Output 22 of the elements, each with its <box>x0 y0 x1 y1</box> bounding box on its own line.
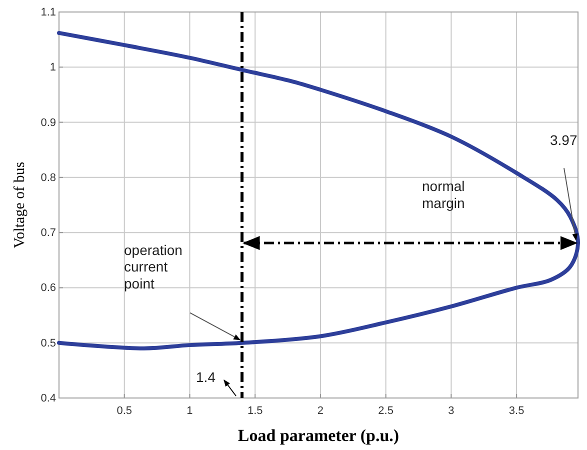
line-series <box>57 30 580 350</box>
x-tick-label: 2.5 <box>378 405 394 418</box>
y-tick-label: 0.4 <box>40 392 56 405</box>
annotation: operation current point <box>124 242 182 292</box>
y-tick-label: 1.1 <box>40 6 56 19</box>
x-axis-title: Load parameter (p.u.) <box>238 426 400 445</box>
x-tick-label: 1.5 <box>247 405 263 418</box>
y-tick-label: 0.9 <box>40 116 56 129</box>
x-tick-label: 1 <box>186 405 193 418</box>
y-tick-label: 0.5 <box>40 337 56 350</box>
y-tick-label: 1 <box>50 62 56 74</box>
y-axis-title: Voltage of bus <box>12 162 28 248</box>
annotation: 1.4 <box>196 369 216 385</box>
x-tick-label: 3.5 <box>508 405 524 418</box>
x-tick-label: 0.5 <box>116 405 132 418</box>
y-tick-label: 0.7 <box>40 227 56 240</box>
annotation: 3.97 <box>550 132 578 148</box>
x-tick-label: 2 <box>317 405 324 418</box>
x-tick-label: 3 <box>448 405 454 418</box>
y-tick-label: 0.8 <box>40 172 56 184</box>
y-tick-label: 0.6 <box>40 282 56 294</box>
annotation: normal margin <box>422 178 465 211</box>
